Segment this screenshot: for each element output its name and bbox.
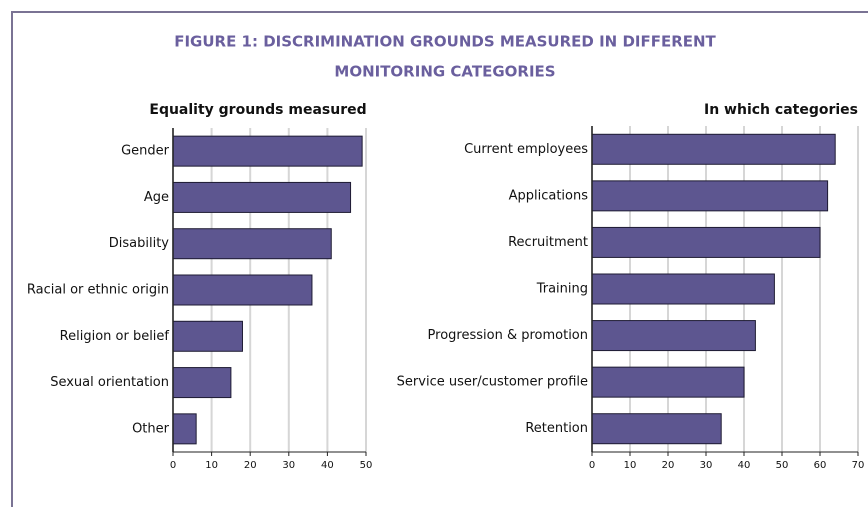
bar — [591, 180, 829, 212]
bar — [591, 133, 836, 165]
y-tick-label: Retention — [525, 421, 588, 436]
bar — [172, 413, 197, 445]
x-tick-label: 50 — [776, 460, 789, 471]
x-tick-label: 50 — [360, 460, 373, 471]
y-tick-label: Recruitment — [508, 235, 588, 250]
figure-title: FIGURE 1: DISCRIMINATION GROUNDS MEASURE… — [174, 33, 716, 51]
frame — [11, 11, 868, 507]
y-tick-label: Service user/customer profile — [397, 375, 588, 390]
x-tick-label: 40 — [321, 460, 334, 471]
y-tick-label: Age — [144, 190, 169, 205]
bar — [172, 135, 363, 167]
y-tick-label: Disability — [109, 236, 170, 251]
x-tick-label: 20 — [662, 460, 675, 471]
x-tick-label: 40 — [738, 460, 751, 471]
y-tick-label: Other — [132, 421, 170, 436]
y-tick-label: Religion or belief — [60, 329, 170, 344]
chart-subtitle: In which categories — [704, 102, 858, 118]
y-tick-label: Racial or ethnic origin — [27, 283, 169, 298]
x-tick-label: 20 — [244, 460, 257, 471]
x-tick-label: 10 — [624, 460, 637, 471]
x-tick-label: 30 — [700, 460, 713, 471]
y-tick-label: Applications — [509, 188, 589, 203]
bar — [591, 273, 775, 305]
bar — [172, 320, 243, 352]
x-tick-label: 30 — [282, 460, 295, 471]
y-tick-label: Progression & promotion — [428, 328, 588, 343]
bar — [591, 226, 821, 258]
x-tick-label: 70 — [852, 460, 865, 471]
figure-title: MONITORING CATEGORIES — [334, 63, 555, 81]
x-tick-label: 10 — [205, 460, 218, 471]
bar — [172, 367, 232, 399]
x-tick-label: 0 — [170, 460, 176, 471]
bar — [172, 274, 313, 306]
bar — [172, 181, 352, 213]
bar — [591, 320, 756, 352]
y-tick-label: Sexual orientation — [50, 375, 169, 390]
y-tick-label: Gender — [121, 144, 170, 159]
bar — [591, 366, 745, 398]
bar — [172, 228, 332, 260]
x-tick-label: 0 — [589, 460, 595, 471]
x-tick-label: 60 — [814, 460, 827, 471]
bar — [591, 413, 722, 445]
chart-subtitle: Equality grounds measured — [149, 102, 366, 118]
y-tick-label: Current employees — [464, 142, 588, 157]
y-tick-label: Training — [536, 282, 588, 297]
